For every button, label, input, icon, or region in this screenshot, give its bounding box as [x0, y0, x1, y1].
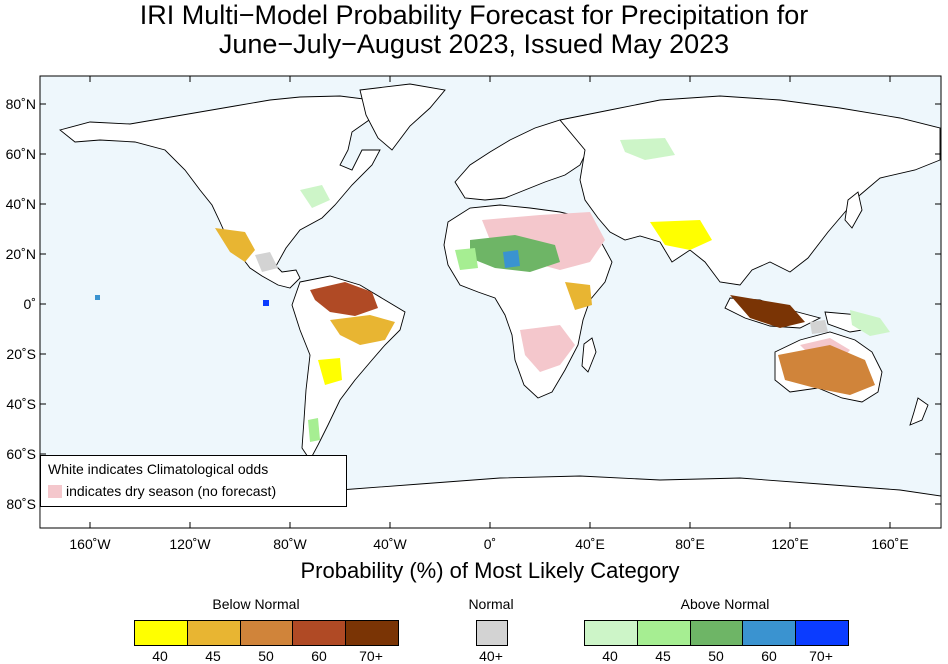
above-normal-swatch-70plus [796, 621, 848, 645]
below-normal-swatch-70plus [346, 621, 398, 645]
above-tick-60: 60 [761, 648, 777, 664]
lon-label-160w: 160˚W [69, 536, 111, 552]
x-axis-title: Probability (%) of Most Likely Category [300, 558, 680, 583]
lat-label-80s: 80˚S [6, 496, 36, 512]
above-tick-70: 70+ [809, 648, 833, 664]
above-normal-swatch-40 [585, 621, 638, 645]
lon-label-0: 0˚ [483, 536, 497, 552]
below-normal-colorbar [134, 620, 399, 646]
above-normal-patches [95, 138, 890, 442]
land-north-america [59, 95, 381, 289]
normal-tick-40: 40+ [479, 648, 503, 664]
above-tick-45: 45 [655, 648, 671, 664]
lat-label-40n: 40˚N [5, 196, 36, 212]
normal-colorbar [476, 620, 508, 646]
below-tick-50: 50 [258, 648, 274, 664]
land-japan [844, 191, 863, 229]
title-line-2: June−July−August 2023, Issued May 2023 [218, 29, 730, 59]
lat-label-60n: 60˚N [5, 146, 36, 162]
above-normal-swatch-50 [690, 621, 744, 645]
lon-label-160e: 160˚E [871, 536, 909, 552]
lon-label-120e: 120˚E [771, 536, 809, 552]
land-masses [39, 83, 942, 529]
lon-label-120w: 120˚W [169, 536, 211, 552]
lon-label-40w: 40˚W [373, 536, 407, 552]
below-tick-45: 45 [205, 648, 221, 664]
below-normal-patches [215, 220, 875, 395]
dry-season-swatch [48, 485, 62, 498]
title-line-1: IRI Multi−Model Probability Forecast for… [139, 0, 809, 30]
legend-climatology-text: White indicates Climatological odds [48, 461, 269, 477]
lon-label-40e: 40˚E [575, 536, 605, 552]
below-normal-label: Below Normal [212, 596, 300, 612]
above-normal-swatch-60 [743, 621, 797, 645]
above-normal-colorbar [584, 620, 849, 646]
normal-swatch-40plus [477, 621, 507, 645]
legend-dry-season: indicates dry season (no forecast) [48, 483, 276, 499]
below-normal-swatch-45 [187, 621, 241, 645]
above-tick-40: 40 [602, 648, 618, 664]
lon-label-80w: 80˚W [273, 536, 307, 552]
lat-label-0: 0˚ [23, 296, 36, 312]
above-normal-swatch-45 [637, 621, 691, 645]
lat-label-20s: 20˚S [6, 346, 36, 362]
lon-label-80e: 80˚E [675, 536, 705, 552]
legend-dry-season-text: indicates dry season (no forecast) [66, 483, 277, 499]
below-normal-swatch-40 [135, 621, 188, 645]
below-tick-40: 40 [152, 648, 168, 664]
below-tick-60: 60 [311, 648, 327, 664]
lat-label-80n: 80˚N [5, 96, 36, 112]
below-normal-swatch-50 [240, 621, 294, 645]
lat-label-60s: 60˚S [6, 446, 36, 462]
above-tick-50: 50 [708, 648, 724, 664]
above-normal-label: Above Normal [680, 596, 770, 612]
normal-label: Normal [468, 596, 514, 612]
map-legend-box: White indicates Climatological odds indi… [40, 455, 347, 507]
below-normal-swatch-60 [293, 621, 347, 645]
normal-patches [255, 252, 828, 334]
below-tick-70: 70+ [359, 648, 383, 664]
lat-label-40s: 40˚S [6, 396, 36, 412]
lat-label-20n: 20˚N [5, 246, 36, 262]
map-ticks [40, 76, 941, 528]
land-greenland [359, 83, 446, 151]
land-madagascar [581, 337, 597, 373]
land-new-zealand [909, 397, 929, 426]
